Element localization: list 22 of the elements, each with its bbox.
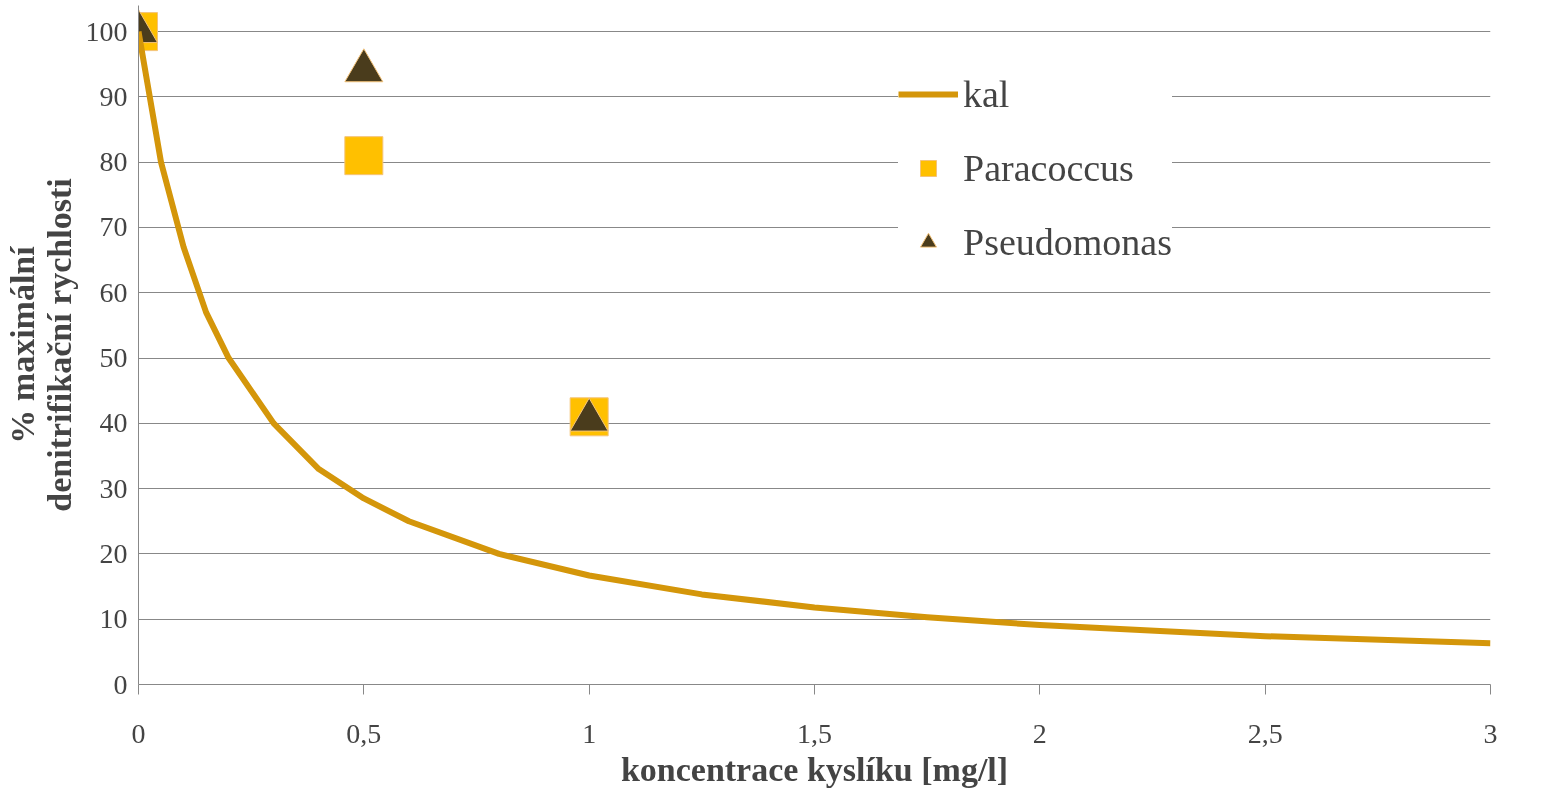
y-tick-label: 100 [85, 15, 128, 47]
y-tick-label: 90 [99, 80, 128, 112]
y-tick-label: 40 [99, 407, 128, 439]
legend-label: Paracoccus [963, 146, 1134, 190]
x-tick-label: 1,5 [797, 717, 832, 749]
y-tick-label: 30 [99, 472, 128, 504]
legend-label: Pseudomonas [963, 220, 1172, 264]
y-tick-label: 50 [99, 342, 128, 374]
x-tick-label: 2 [1032, 717, 1047, 749]
x-tick-label: 3 [1483, 717, 1498, 749]
legend-label: kal [963, 72, 1010, 116]
y-tick-label: 10 [99, 603, 128, 635]
x-tick-label: 1 [582, 717, 597, 749]
x-tick-label: 2,5 [1247, 717, 1283, 749]
x-tick-label: 0,5 [346, 717, 382, 749]
x-axis-title: koncentrace kyslíku [mg/l] [620, 750, 1009, 788]
y-tick-label: 70 [99, 211, 128, 243]
y-tick-label: 80 [99, 146, 128, 178]
y-tick-label: 60 [99, 276, 128, 308]
y-tick-label: 20 [99, 537, 128, 569]
y-tick-label: 0 [113, 668, 128, 700]
y-axis-title: % maximální denitrifikační rychlosti [3, 178, 78, 512]
